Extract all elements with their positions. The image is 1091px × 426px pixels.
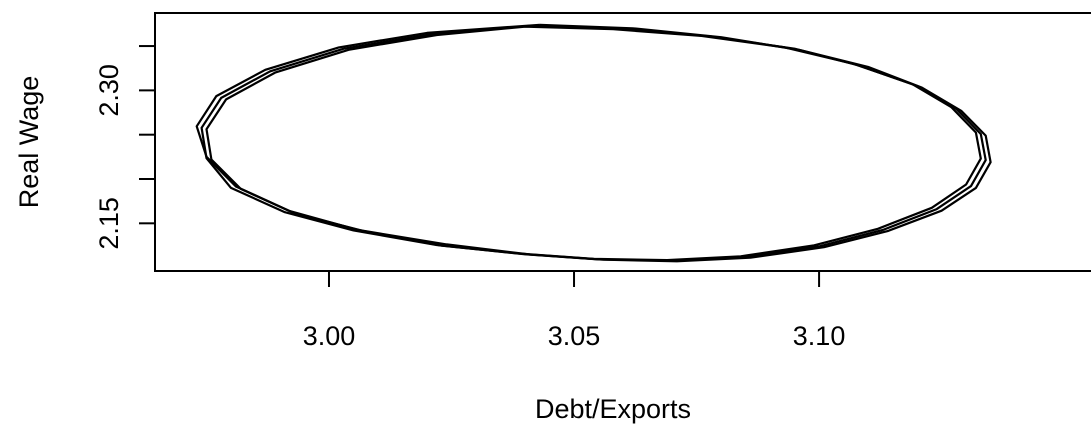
series-line-1: [200, 24, 987, 262]
x-axis-title: Debt/Exports: [535, 394, 691, 424]
series-group: [195, 23, 992, 263]
x-tick-label: 3.00: [303, 321, 356, 351]
plot-frame: [154, 12, 1091, 272]
y-axis: 2.15 2.30: [94, 45, 155, 250]
series-line-3: [205, 25, 982, 262]
y-tick-label: 2.30: [94, 64, 124, 117]
y-axis-title: Real Wage: [14, 76, 44, 209]
x-axis: 3.00 3.05 3.10: [303, 271, 846, 351]
y-tick-label: 2.15: [94, 197, 124, 250]
x-tick-label: 3.10: [793, 321, 846, 351]
x-tick-label: 3.05: [548, 321, 601, 351]
